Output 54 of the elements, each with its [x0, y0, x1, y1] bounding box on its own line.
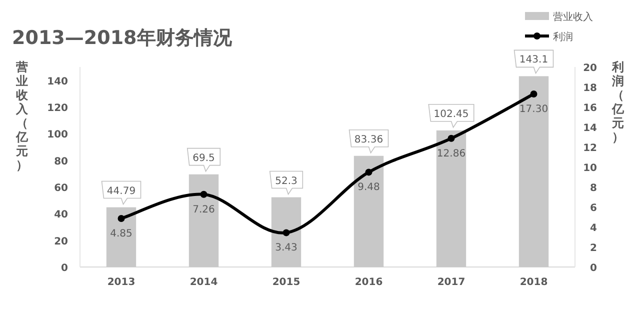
point — [200, 190, 208, 198]
x-tick-label: 2017 — [437, 277, 466, 288]
point — [530, 90, 538, 98]
x-tick-label: 2015 — [272, 277, 300, 288]
title: 2013—2018年财务情况 — [12, 27, 232, 49]
point — [365, 168, 372, 176]
y2-tick-label: 4 — [590, 223, 598, 234]
y-tick-label: 0 — [61, 263, 68, 274]
y2-tick-label: 2 — [590, 243, 598, 254]
data-label: 4.85 — [110, 228, 132, 240]
bar — [106, 207, 136, 267]
bar — [518, 76, 549, 267]
y-tick-label: 80 — [54, 156, 68, 168]
bar — [188, 174, 219, 267]
y2-tick-label: 0 — [590, 263, 598, 274]
x-tick-label: 2014 — [190, 277, 218, 288]
data-label: 12.86 — [436, 148, 466, 160]
y2-tick-label: 20 — [583, 63, 598, 74]
data-label: 52.3 — [275, 176, 298, 187]
data-label: 143.1 — [519, 54, 548, 66]
y2-tick-label: 12 — [583, 143, 598, 154]
y2-tick-label: 10 — [583, 163, 598, 174]
point — [282, 229, 290, 236]
data-label: 7.26 — [192, 204, 215, 216]
point — [118, 215, 125, 222]
legend-label: 营业收入 — [553, 11, 593, 23]
x-tick-label: 2018 — [520, 277, 548, 288]
y2-tick-label: 6 — [590, 203, 598, 214]
y-tick-label: 40 — [54, 210, 68, 221]
point — [448, 134, 455, 142]
y-tick-label: 60 — [54, 183, 68, 194]
bar — [436, 130, 466, 267]
y-axis-title: 营业收入（亿元） — [15, 60, 29, 172]
y2-tick-label: 14 — [583, 123, 598, 134]
y-tick-label: 120 — [47, 103, 68, 114]
x-tick-label: 2016 — [354, 277, 383, 288]
y2-tick-label: 16 — [583, 103, 598, 114]
bar — [354, 156, 384, 267]
y-tick-label: 20 — [54, 236, 68, 248]
data-label: 44.79 — [106, 186, 136, 197]
data-label: 83.36 — [354, 134, 384, 146]
y-tick-label: 140 — [47, 76, 68, 88]
legend-label: 利润 — [553, 31, 573, 43]
x-tick-label: 2013 — [107, 277, 136, 288]
y-tick-label: 100 — [47, 130, 68, 141]
y2-tick-label: 18 — [583, 83, 598, 94]
data-label: 69.5 — [192, 152, 215, 164]
data-label: 3.43 — [275, 242, 298, 254]
data-label: 9.48 — [358, 182, 380, 194]
bar — [271, 197, 302, 267]
data-label: 17.30 — [519, 104, 548, 115]
y2-tick-label: 8 — [590, 183, 598, 194]
data-label: 102.45 — [434, 108, 469, 120]
y2-axis-title: 利润（亿元） — [611, 60, 625, 144]
